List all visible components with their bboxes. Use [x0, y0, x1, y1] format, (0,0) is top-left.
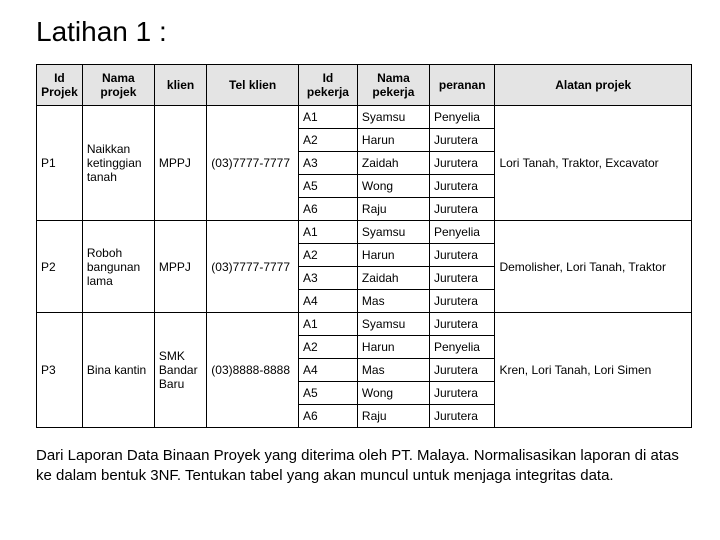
- cell-tel: (03)8888-8888: [207, 313, 299, 428]
- cell-alatan: Demolisher, Lori Tanah, Traktor: [495, 221, 692, 313]
- cell-nama-pekerja: Harun: [357, 336, 429, 359]
- cell-tel: (03)7777-7777: [207, 106, 299, 221]
- cell-nama-projek: Bina kantin: [82, 313, 154, 428]
- cell-id-pekerja: A6: [298, 405, 357, 428]
- cell-id-pekerja: A5: [298, 382, 357, 405]
- cell-peranan: Jurutera: [429, 152, 495, 175]
- column-header: Alatan projek: [495, 65, 692, 106]
- cell-nama-pekerja: Harun: [357, 244, 429, 267]
- cell-nama-pekerja: Mas: [357, 290, 429, 313]
- cell-nama-pekerja: Wong: [357, 382, 429, 405]
- cell-peranan: Penyelia: [429, 336, 495, 359]
- cell-id-pekerja: A1: [298, 106, 357, 129]
- cell-peranan: Jurutera: [429, 313, 495, 336]
- cell-alatan: Lori Tanah, Traktor, Excavator: [495, 106, 692, 221]
- cell-peranan: Jurutera: [429, 382, 495, 405]
- cell-id-pekerja: A2: [298, 336, 357, 359]
- cell-alatan: Kren, Lori Tanah, Lori Simen: [495, 313, 692, 428]
- cell-peranan: Jurutera: [429, 405, 495, 428]
- cell-nama-pekerja: Zaidah: [357, 152, 429, 175]
- cell-nama-pekerja: Syamsu: [357, 106, 429, 129]
- cell-tel: (03)7777-7777: [207, 221, 299, 313]
- cell-id-pekerja: A3: [298, 152, 357, 175]
- cell-peranan: Penyelia: [429, 221, 495, 244]
- cell-peranan: Jurutera: [429, 290, 495, 313]
- column-header: Nama pekerja: [357, 65, 429, 106]
- cell-peranan: Jurutera: [429, 359, 495, 382]
- column-header: Tel klien: [207, 65, 299, 106]
- footer-text: Dari Laporan Data Binaan Proyek yang dit…: [36, 446, 692, 487]
- data-table: Id ProjekNama projekklienTel klienId pek…: [36, 64, 692, 428]
- table-row: P2Roboh bangunan lamaMPPJ(03)7777-7777A1…: [37, 221, 692, 244]
- cell-id-pekerja: A4: [298, 359, 357, 382]
- cell-nama-projek: Roboh bangunan lama: [82, 221, 154, 313]
- column-header: Id Projek: [37, 65, 83, 106]
- cell-peranan: Jurutera: [429, 129, 495, 152]
- column-header: Id pekerja: [298, 65, 357, 106]
- cell-nama-pekerja: Wong: [357, 175, 429, 198]
- cell-nama-pekerja: Harun: [357, 129, 429, 152]
- cell-nama-pekerja: Raju: [357, 405, 429, 428]
- column-header: peranan: [429, 65, 495, 106]
- cell-klien: MPPJ: [154, 221, 206, 313]
- cell-id-projek: P1: [37, 106, 83, 221]
- cell-klien: MPPJ: [154, 106, 206, 221]
- cell-id-pekerja: A2: [298, 244, 357, 267]
- cell-nama-pekerja: Mas: [357, 359, 429, 382]
- table-row: P1Naikkan ketinggian tanahMPPJ(03)7777-7…: [37, 106, 692, 129]
- cell-id-pekerja: A4: [298, 290, 357, 313]
- cell-klien: SMK Bandar Baru: [154, 313, 206, 428]
- cell-nama-pekerja: Zaidah: [357, 267, 429, 290]
- cell-id-projek: P3: [37, 313, 83, 428]
- cell-nama-pekerja: Syamsu: [357, 313, 429, 336]
- cell-peranan: Jurutera: [429, 198, 495, 221]
- cell-id-pekerja: A1: [298, 221, 357, 244]
- column-header: Nama projek: [82, 65, 154, 106]
- cell-id-pekerja: A2: [298, 129, 357, 152]
- cell-id-pekerja: A6: [298, 198, 357, 221]
- page-title: Latihan 1 :: [36, 16, 692, 48]
- cell-nama-pekerja: Syamsu: [357, 221, 429, 244]
- cell-nama-projek: Naikkan ketinggian tanah: [82, 106, 154, 221]
- cell-id-pekerja: A1: [298, 313, 357, 336]
- cell-id-pekerja: A3: [298, 267, 357, 290]
- cell-id-pekerja: A5: [298, 175, 357, 198]
- cell-peranan: Penyelia: [429, 106, 495, 129]
- cell-peranan: Jurutera: [429, 175, 495, 198]
- table-row: P3Bina kantinSMK Bandar Baru(03)8888-888…: [37, 313, 692, 336]
- cell-peranan: Jurutera: [429, 244, 495, 267]
- cell-id-projek: P2: [37, 221, 83, 313]
- column-header: klien: [154, 65, 206, 106]
- cell-nama-pekerja: Raju: [357, 198, 429, 221]
- cell-peranan: Jurutera: [429, 267, 495, 290]
